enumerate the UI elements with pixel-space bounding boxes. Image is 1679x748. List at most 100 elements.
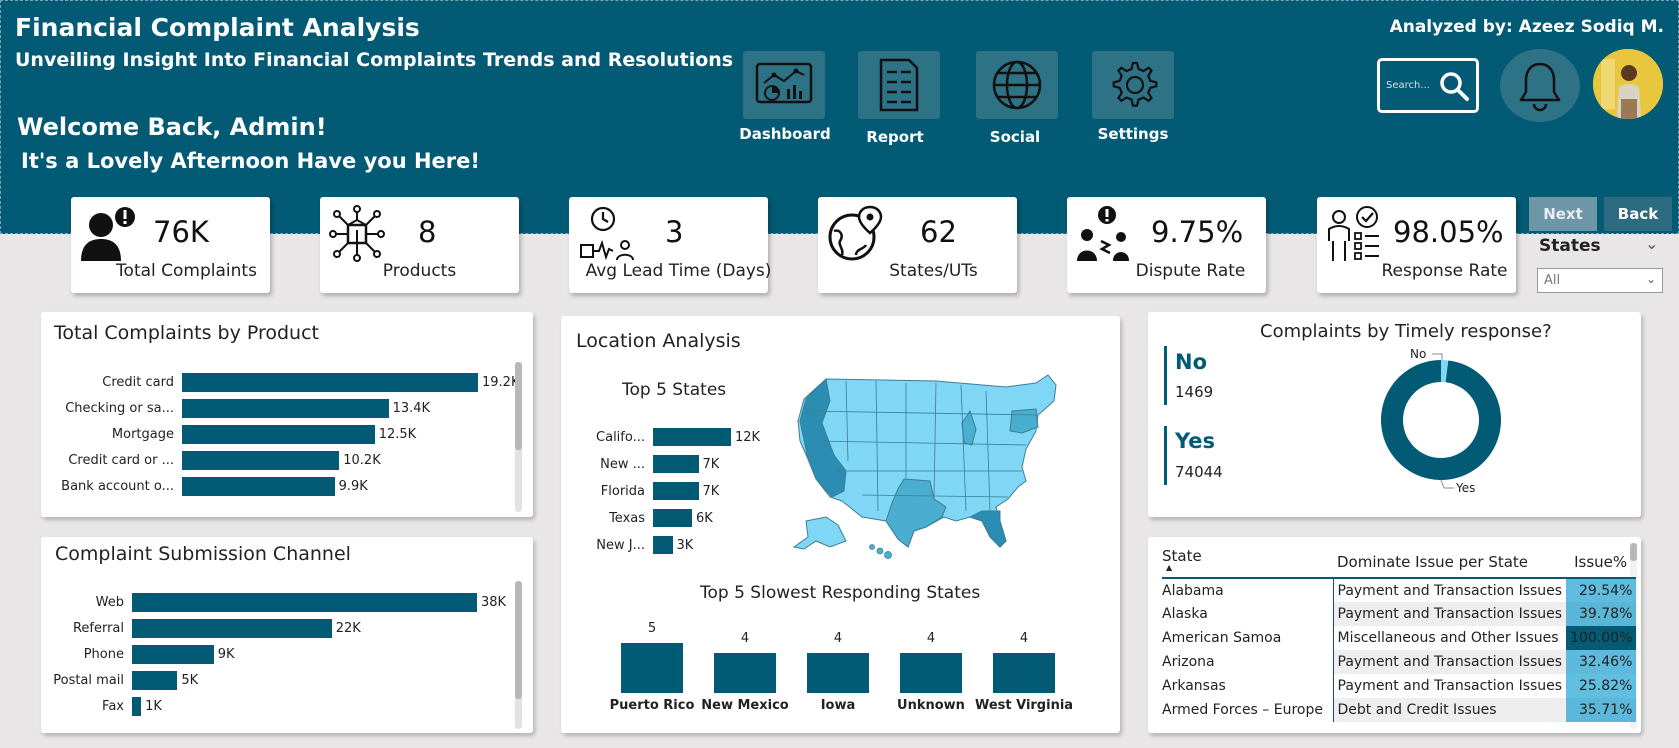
bar-value-label: 4: [833, 631, 843, 646]
states-slicer-label: States: [1539, 236, 1601, 256]
channel-chart: Web 38K Referral 22K Phone 9K Postal mail 5K Fax…: [41, 537, 533, 733]
bar[interactable]: [182, 477, 335, 496]
kpi-value: 98.05%: [1393, 215, 1504, 249]
bar[interactable]: [653, 455, 699, 473]
bar[interactable]: [132, 619, 332, 638]
products-chart-panel: Total Complaints by Product Credit card 1…: [41, 312, 533, 517]
bar[interactable]: [182, 425, 375, 444]
column-header-pct[interactable]: Issue%: [1566, 547, 1637, 579]
bar-value-label: 12.5K: [378, 427, 417, 442]
bar[interactable]: [653, 482, 699, 500]
notifications-button[interactable]: [1500, 49, 1580, 122]
table-row[interactable]: Alabama Payment and Transaction Issues 29.…: [1162, 578, 1637, 602]
bar[interactable]: [182, 451, 340, 470]
kpi-response-rate: 98.05% Response Rate: [1317, 197, 1516, 293]
scroll-thumb[interactable]: [515, 581, 522, 699]
bar-value-label: 3K: [676, 538, 694, 553]
report-label: Report: [866, 128, 924, 146]
page-subtitle: Unveiling Insight Into Financial Complai…: [15, 49, 734, 71]
state-cell: Arkansas: [1162, 678, 1226, 694]
bar-category-label: New Mexico: [701, 698, 789, 713]
top-states-chart: Califo... 12K New ... 7K Florida 7K Texas 6K New…: [561, 316, 1120, 733]
search-box[interactable]: Search...: [1377, 58, 1479, 113]
channel-scrollbar[interactable]: [515, 581, 522, 729]
analyst-credit: Analyzed by: Azeez Sodiq M.: [1389, 17, 1664, 37]
page-title: Financial Complaint Analysis: [15, 13, 420, 42]
bar[interactable]: [653, 509, 692, 527]
bar[interactable]: [900, 653, 962, 693]
welcome-message: Welcome Back, Admin!: [17, 113, 327, 141]
bar-value-label: 4: [740, 631, 750, 646]
table-row[interactable]: Armed Forces – Europe Debt and Credit Iss…: [1162, 698, 1637, 722]
bar[interactable]: [653, 428, 731, 446]
report-button[interactable]: [858, 51, 940, 119]
channel-chart-panel: Complaint Submission Channel Web 38K Refer…: [41, 537, 533, 733]
timely-title: Complaints by Timely response?: [1260, 321, 1552, 342]
donut-slice[interactable]: [1381, 360, 1501, 480]
avatar-photo: [1593, 49, 1663, 119]
gear-icon: [1112, 61, 1158, 107]
user-avatar[interactable]: [1593, 49, 1663, 119]
chevron-down-icon[interactable]: ⌄: [1645, 234, 1659, 253]
bell-icon: [1519, 62, 1561, 111]
kpi-value: 9.75%: [1151, 215, 1244, 249]
bar-category-label: Califo...: [596, 430, 645, 445]
kpi-value: 62: [920, 215, 957, 249]
bar[interactable]: [132, 697, 142, 716]
table-row[interactable]: Alaska Payment and Transaction Issues 39.7…: [1162, 602, 1637, 626]
bar[interactable]: [993, 653, 1055, 693]
dashboard-button[interactable]: [743, 51, 825, 119]
dashboard-icon: [755, 62, 813, 104]
bar[interactable]: [132, 671, 178, 690]
bar[interactable]: [807, 653, 869, 693]
column-header-state[interactable]: State ▲: [1162, 547, 1333, 579]
table-row[interactable]: American Samoa Miscellaneous and Other Is…: [1162, 626, 1637, 650]
bar[interactable]: [653, 536, 673, 554]
kpi-label: Avg Lead Time (Days): [585, 261, 772, 281]
bar[interactable]: [714, 653, 776, 693]
bar[interactable]: [132, 645, 214, 664]
kpi-value: 3: [665, 215, 684, 249]
table-row[interactable]: Arizona Payment and Transaction Issues 32.…: [1162, 650, 1637, 674]
next-button[interactable]: Next: [1529, 197, 1597, 231]
states-dropdown[interactable]: All ⌄: [1537, 268, 1663, 293]
scroll-thumb[interactable]: [515, 362, 522, 450]
social-button[interactable]: [976, 51, 1058, 119]
bar-value-label: 9K: [217, 647, 235, 662]
column-header-issue[interactable]: Dominate Issue per State: [1333, 547, 1567, 579]
chevron-down-icon: ⌄: [1645, 272, 1656, 286]
donut-slice[interactable]: [1441, 360, 1449, 383]
bar-value-label: 9.9K: [338, 479, 368, 494]
bar[interactable]: [182, 373, 478, 392]
settings-button[interactable]: [1092, 51, 1174, 119]
bar-value-label: 6K: [696, 511, 713, 526]
table-row[interactable]: Arkansas Payment and Transaction Issues 25…: [1162, 674, 1637, 698]
search-placeholder: Search...: [1386, 80, 1430, 91]
back-button[interactable]: Back: [1604, 197, 1672, 231]
sort-ascending-icon: ▲: [1166, 563, 1173, 572]
globe-icon: [992, 60, 1042, 110]
kpi-label: Response Rate: [1381, 261, 1508, 281]
products-scrollbar[interactable]: [515, 362, 522, 512]
bar[interactable]: [182, 399, 389, 418]
issue-cell: Payment and Transaction Issues: [1332, 578, 1567, 602]
bar-category-label: West Virginia: [974, 698, 1074, 713]
no-accent-line: [1164, 346, 1167, 405]
bar-category-label: Referral: [72, 621, 124, 636]
kpi-total-complaints: 76K Total Complaints: [71, 197, 270, 293]
timely-response-panel: Complaints by Timely response? No 1469 Y…: [1148, 312, 1641, 517]
issue-cell: Payment and Transaction Issues: [1332, 602, 1567, 626]
products-chart: Credit card 19.2K Checking or sa... 13.4K Mo…: [41, 312, 533, 517]
bar-category-label: Postal mail: [53, 673, 124, 688]
state-cell: Alaska: [1162, 606, 1208, 622]
kpi-products: 8 Products: [320, 197, 519, 293]
bar-value-label: 38K: [481, 595, 507, 610]
bar-category-label: Checking or sa...: [65, 401, 174, 416]
bar[interactable]: [621, 643, 683, 693]
bar-value-label: 13.4K: [392, 401, 431, 416]
bar-value-label: 4: [926, 631, 936, 646]
issue-cell: Debt and Credit Issues: [1332, 698, 1567, 722]
bar[interactable]: [132, 593, 477, 612]
leader-line: [1440, 479, 1454, 489]
bar-category-label: Web: [95, 595, 124, 610]
